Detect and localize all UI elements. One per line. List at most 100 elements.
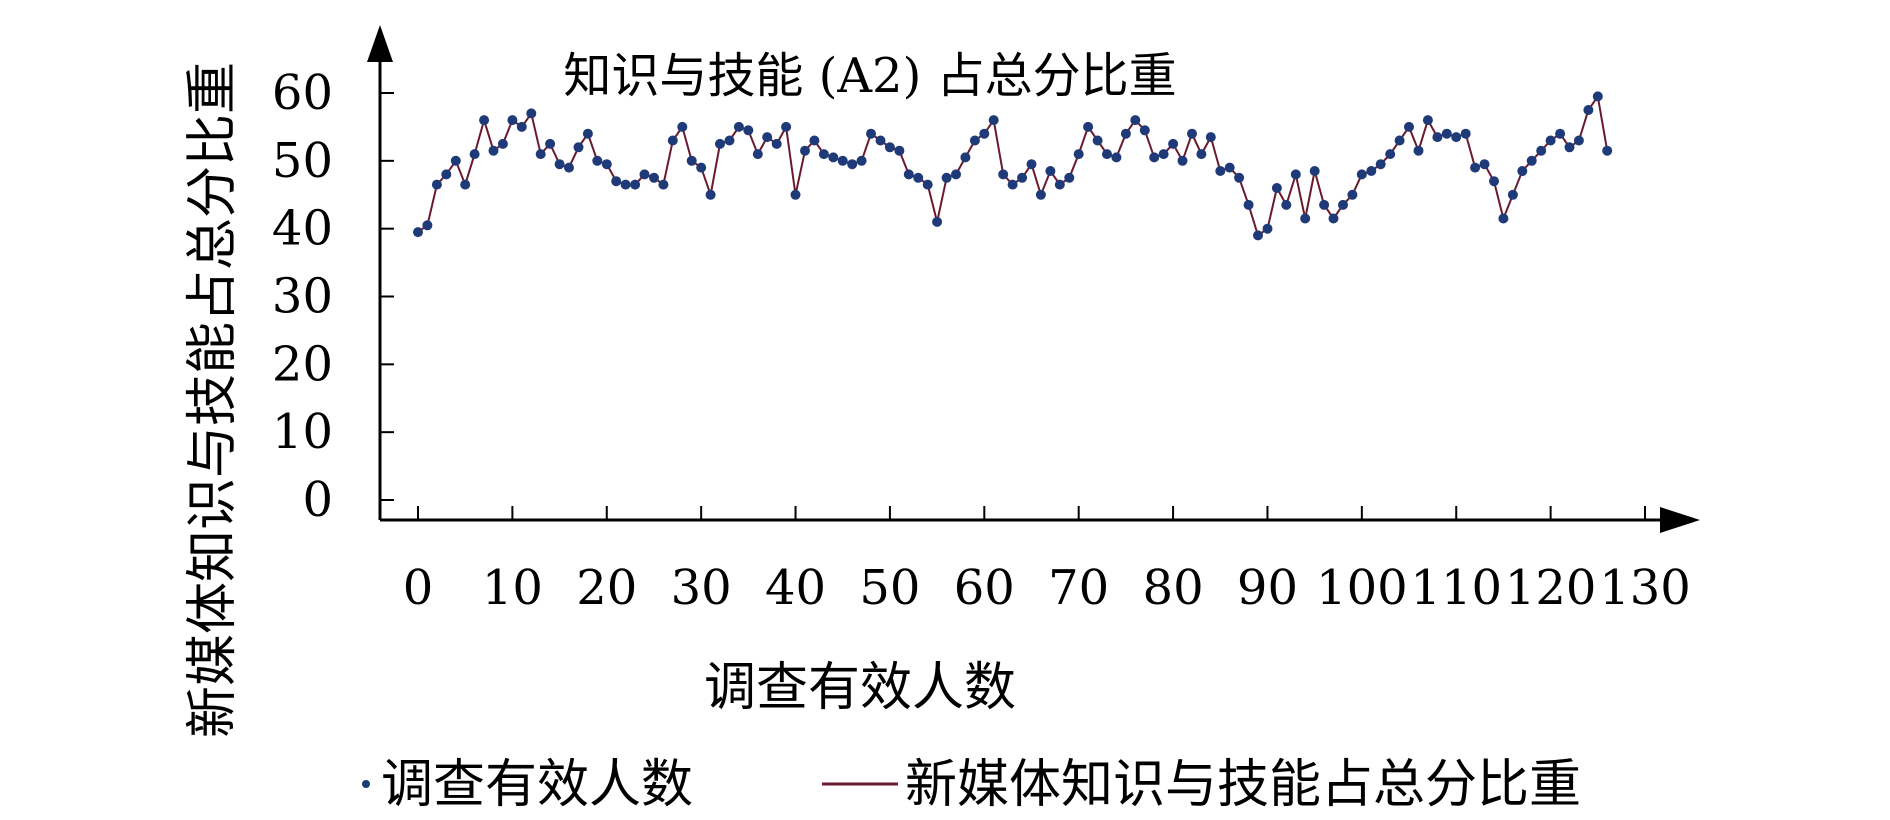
data-point [988, 115, 999, 126]
data-point [422, 220, 433, 231]
data-point [1422, 115, 1433, 126]
data-point [913, 172, 924, 183]
x-tick-label: 70 [1048, 560, 1109, 616]
data-point [1404, 121, 1414, 132]
x-tick-label: 80 [1143, 560, 1204, 616]
data-point [856, 155, 867, 166]
data-point [790, 189, 801, 200]
data-point [1045, 166, 1056, 176]
data-point [1234, 172, 1245, 183]
data-point [1385, 149, 1396, 160]
data-point [1035, 189, 1046, 200]
y-axis-arrow [367, 25, 393, 62]
legend: 调查有效人数 新媒体知识与技能占总分比重 [362, 755, 1581, 815]
data-point [998, 169, 1009, 180]
legend-marker-dot [362, 780, 370, 788]
data-point [1592, 91, 1603, 102]
data-point [488, 145, 499, 156]
data-point [1149, 152, 1160, 163]
data-point [828, 152, 839, 163]
data-point [1507, 189, 1518, 200]
data-point [1092, 135, 1103, 146]
data-point [649, 172, 659, 183]
y-tick-label: 10 [272, 404, 333, 460]
data-point [526, 108, 537, 119]
data-point [1083, 121, 1094, 132]
data-point [894, 145, 905, 156]
data-point [1187, 128, 1197, 139]
data-point [545, 138, 556, 149]
data-point [875, 135, 886, 146]
data-point [1479, 159, 1490, 170]
data-point [1356, 169, 1367, 180]
data-point [1526, 155, 1537, 166]
data-point [818, 149, 829, 160]
data-point [1338, 199, 1348, 210]
y-tick-label: 0 [302, 472, 333, 528]
data-point [658, 179, 669, 190]
data-point [733, 121, 744, 132]
data-point [903, 169, 914, 180]
data-point [573, 142, 584, 153]
data-point [800, 145, 810, 156]
legend-label-markers: 调查有效人数 [381, 755, 693, 815]
x-tick-label: 130 [1599, 560, 1691, 616]
data-point [1573, 135, 1584, 146]
data-point [611, 176, 622, 187]
data-point [413, 227, 423, 238]
data-point [1158, 149, 1169, 160]
data-point [922, 179, 933, 190]
data-point [1451, 132, 1462, 143]
data-point [1545, 135, 1556, 146]
data-point [1347, 189, 1358, 200]
data-point [1168, 138, 1179, 149]
data-point [941, 172, 952, 183]
series-markers [413, 91, 1613, 241]
x-tick-label: 20 [576, 560, 637, 616]
data-point [743, 125, 754, 136]
data-point [1564, 142, 1575, 153]
data-point [762, 132, 773, 143]
data-point [1130, 115, 1141, 126]
x-tick-label: 0 [403, 560, 434, 616]
x-axis-label: 调查有效人数 [704, 658, 1016, 718]
data-point [715, 138, 725, 149]
data-point [601, 159, 612, 170]
x-axis-arrow [1660, 507, 1700, 533]
chart-axes [367, 25, 1700, 533]
y-tick-label: 40 [272, 201, 333, 257]
legend-label-line: 新媒体知识与技能占总分比重 [905, 755, 1581, 815]
data-point [1196, 149, 1207, 160]
data-point [582, 128, 593, 139]
x-tick-label: 90 [1237, 560, 1298, 616]
y-tick-labels: 0 10 20 30 40 50 60 [272, 65, 333, 528]
data-point [1290, 169, 1301, 180]
data-point [1224, 162, 1235, 173]
data-point [677, 121, 688, 132]
x-tick-label: 10 [482, 560, 543, 616]
data-point [1413, 145, 1424, 156]
data-point [837, 155, 848, 166]
x-tick-label: 110 [1410, 560, 1502, 616]
data-point [1375, 159, 1386, 170]
data-point [1517, 166, 1528, 176]
x-tick-label: 40 [765, 560, 826, 616]
data-point [932, 216, 943, 227]
data-point [884, 142, 895, 153]
data-point [979, 128, 990, 139]
data-point [1470, 162, 1481, 173]
data-point [479, 115, 490, 126]
data-point [1489, 176, 1499, 187]
data-point [639, 169, 650, 180]
data-point [1583, 105, 1594, 115]
data-point [592, 155, 603, 166]
data-point [1309, 166, 1320, 176]
data-point [969, 135, 980, 146]
data-point [554, 159, 565, 170]
data-point [686, 155, 697, 166]
data-point [696, 162, 707, 173]
data-point [1441, 128, 1452, 139]
data-point [752, 149, 763, 160]
y-tick-label: 30 [272, 269, 333, 325]
data-point [781, 121, 792, 132]
